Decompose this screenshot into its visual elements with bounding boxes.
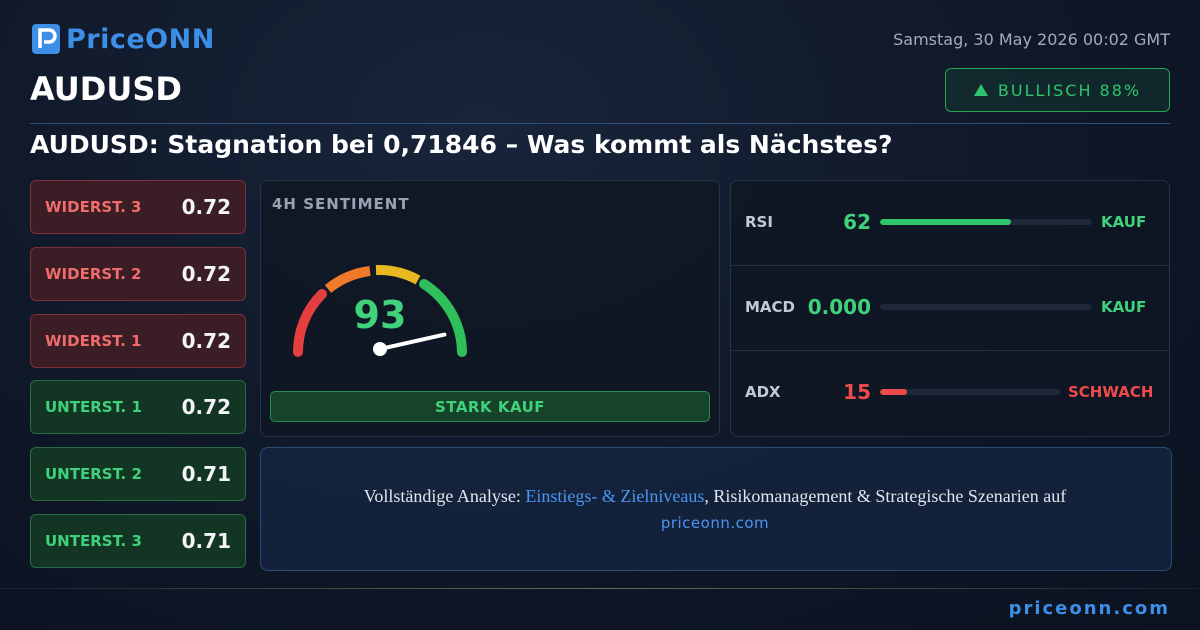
bar-fill xyxy=(880,219,1012,225)
gauge-segment xyxy=(324,266,371,293)
level-value: 0.71 xyxy=(181,462,231,487)
symbol: AUDUSD xyxy=(30,70,182,108)
gauge-value: 93 xyxy=(354,293,407,337)
indicator-row: MACD 0.000 KAUF xyxy=(731,265,1169,349)
level-box: WIDERST. 2 0.72 xyxy=(30,246,246,301)
indicator-row: ADX 15 SCHWACH xyxy=(731,350,1169,434)
footer-link[interactable]: Einstiegs- & Zielniveaus xyxy=(525,486,705,506)
level-label: UNTERST. 2 xyxy=(45,465,142,484)
level-box: UNTERST. 1 0.72 xyxy=(30,380,246,435)
level-box: UNTERST. 3 0.71 xyxy=(30,514,246,568)
indicator-name: RSI xyxy=(745,213,773,231)
footer-text: Vollständige Analyse: Einstiegs- & Zieln… xyxy=(260,486,1170,507)
bar-track xyxy=(880,219,1092,225)
gauge-needle xyxy=(378,332,447,351)
indicator-value: 62 xyxy=(843,210,871,234)
date: Samstag, 30 May 2026 00:02 GMT xyxy=(893,30,1170,49)
divider xyxy=(731,350,1169,351)
level-value: 0.72 xyxy=(181,328,231,353)
gauge: 93 xyxy=(292,264,467,357)
gauge-segment xyxy=(292,289,327,357)
level-value: 0.72 xyxy=(181,395,231,420)
level-value: 0.72 xyxy=(181,195,231,219)
level-label: WIDERST. 2 xyxy=(45,264,142,283)
level-box: WIDERST. 3 0.72 xyxy=(30,180,246,234)
level-box: UNTERST. 2 0.71 xyxy=(30,447,246,502)
level-value: 0.71 xyxy=(181,529,231,553)
indicator-signal: SCHWACH xyxy=(1068,383,1154,401)
brand: priceonn.com xyxy=(1008,598,1170,619)
gauge-segment xyxy=(375,264,421,285)
footer-prefix: Vollständige Analyse: xyxy=(363,486,521,506)
indicator-value: 15 xyxy=(843,380,871,404)
badge-text: BULLISCH 88% xyxy=(997,80,1142,100)
gauge-segment xyxy=(419,279,467,357)
level-label: UNTERST. 1 xyxy=(45,398,142,417)
level-label: WIDERST. 1 xyxy=(45,331,142,350)
indicator-value: 0.000 xyxy=(807,295,871,319)
gauge-hub xyxy=(373,342,387,356)
bar-track xyxy=(880,389,1060,395)
logo-text: PriceONN xyxy=(66,23,215,55)
indicator-name: MACD xyxy=(745,298,795,316)
footer-url[interactable]: priceonn.com xyxy=(660,514,770,532)
indicator-row: RSI 62 KAUF xyxy=(731,180,1169,264)
bottom-rule xyxy=(0,588,1200,589)
sentiment-signal: STARK KAUF xyxy=(270,391,710,422)
bar-track xyxy=(880,304,1092,310)
divider xyxy=(731,265,1169,266)
level-label: WIDERST. 3 xyxy=(45,198,142,216)
bar-fill xyxy=(880,389,907,395)
logo: PriceONN xyxy=(32,22,215,56)
trend-badge: BULLISCH 88% xyxy=(945,68,1170,112)
indicator-signal: KAUF xyxy=(1101,298,1147,316)
headline: AUDUSD: Stagnation bei 0,71846 – Was kom… xyxy=(30,130,893,159)
indicator-name: ADX xyxy=(745,383,781,401)
up-arrow xyxy=(973,84,988,96)
sentiment-title: 4H SENTIMENT xyxy=(272,195,410,213)
footer-suffix: , Risikomanagement & Strategische Szenar… xyxy=(704,486,1067,506)
level-value: 0.72 xyxy=(181,261,231,286)
logo-icon xyxy=(32,24,60,54)
indicator-signal: KAUF xyxy=(1101,213,1147,231)
level-label: UNTERST. 3 xyxy=(45,532,142,550)
rule xyxy=(30,123,1170,124)
footer-box xyxy=(260,447,1172,571)
level-box: WIDERST. 1 0.72 xyxy=(30,313,246,368)
